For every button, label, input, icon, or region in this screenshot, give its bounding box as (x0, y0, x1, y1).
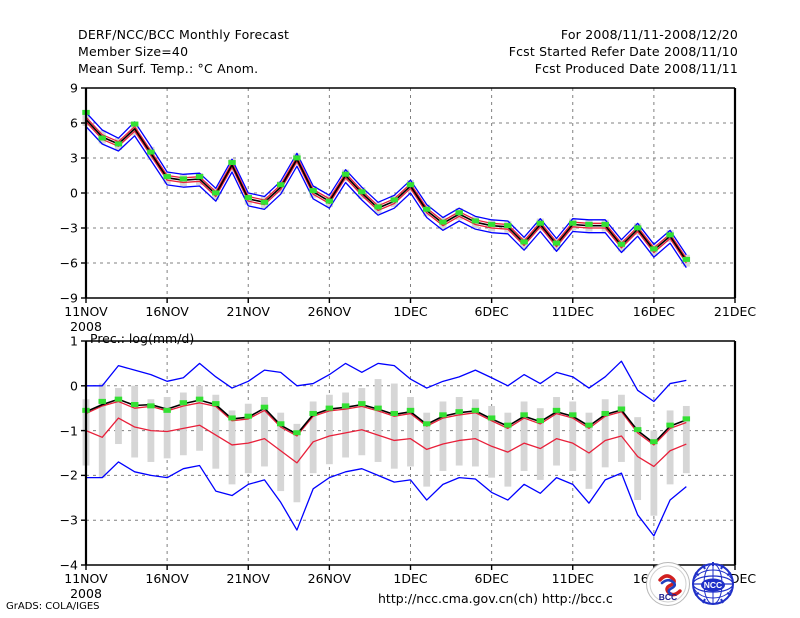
x-tick-label: 16NOV (145, 571, 189, 586)
y-tick-label: 1 (70, 333, 78, 349)
ncc-logo: NCC (690, 561, 736, 607)
header-variable: Mean Surf. Temp.: °C Anom. (78, 61, 259, 76)
y-tick-label: −2 (59, 467, 78, 483)
x-tick-label: 26NOV (307, 304, 352, 319)
bcc-logo: BCC (645, 561, 691, 607)
y-tick-label: −1 (59, 423, 78, 439)
x-tick-year-label: 2008 (70, 319, 102, 334)
x-tick-label: 26NOV (307, 571, 352, 586)
header-refer-date: Fcst Started Refer Date 2008/11/10 (508, 44, 738, 59)
x-tick-label: 1DEC (393, 571, 428, 586)
x-tick-year-label: 2008 (70, 586, 102, 601)
x-tick-label: 1DEC (393, 304, 428, 319)
y-tick-label: −4 (59, 557, 78, 573)
y-tick-label: −3 (59, 512, 78, 528)
x-tick-label: 16NOV (145, 304, 189, 319)
y-tick-label: −6 (59, 255, 78, 271)
panel-prec-title: Prec.: log(mm/d) (90, 331, 195, 346)
x-tick-label: 6DEC (474, 304, 509, 319)
x-tick-label: 21NOV (226, 304, 270, 319)
header-title: DERF/NCC/BCC Monthly Forecast (78, 27, 290, 42)
x-tick-label: 21NOV (226, 571, 270, 586)
svg-text:NCC: NCC (704, 580, 722, 590)
footer-urls: http://ncc.cma.gov.cn(ch) http://bcc.c (378, 591, 613, 606)
header-member-size: Member Size=40 (78, 44, 189, 59)
y-tick-label: −9 (59, 290, 78, 306)
x-tick-label: 21DEC (713, 304, 757, 319)
y-tick-label: 0 (70, 378, 78, 394)
x-tick-label: 11DEC (551, 304, 594, 319)
y-tick-label: 6 (70, 115, 78, 131)
y-tick-label: 3 (70, 150, 78, 166)
y-tick-label: −3 (59, 220, 78, 236)
svg-text:BCC: BCC (659, 592, 677, 602)
x-tick-label: 11NOV (64, 571, 108, 586)
x-tick-label: 6DEC (474, 571, 509, 586)
header-produced-date: Fcst Produced Date 2008/11/11 (534, 61, 738, 76)
grads-credit: GrADS: COLA/IGES (6, 601, 100, 612)
x-tick-label: 11DEC (551, 571, 594, 586)
y-tick-label: 9 (70, 80, 78, 96)
x-tick-label: 16DEC (632, 304, 675, 319)
header-forecast-period: For 2008/11/11-2008/12/20 (560, 27, 738, 42)
x-tick-label: 11NOV (64, 304, 108, 319)
y-tick-label: 0 (70, 185, 78, 201)
